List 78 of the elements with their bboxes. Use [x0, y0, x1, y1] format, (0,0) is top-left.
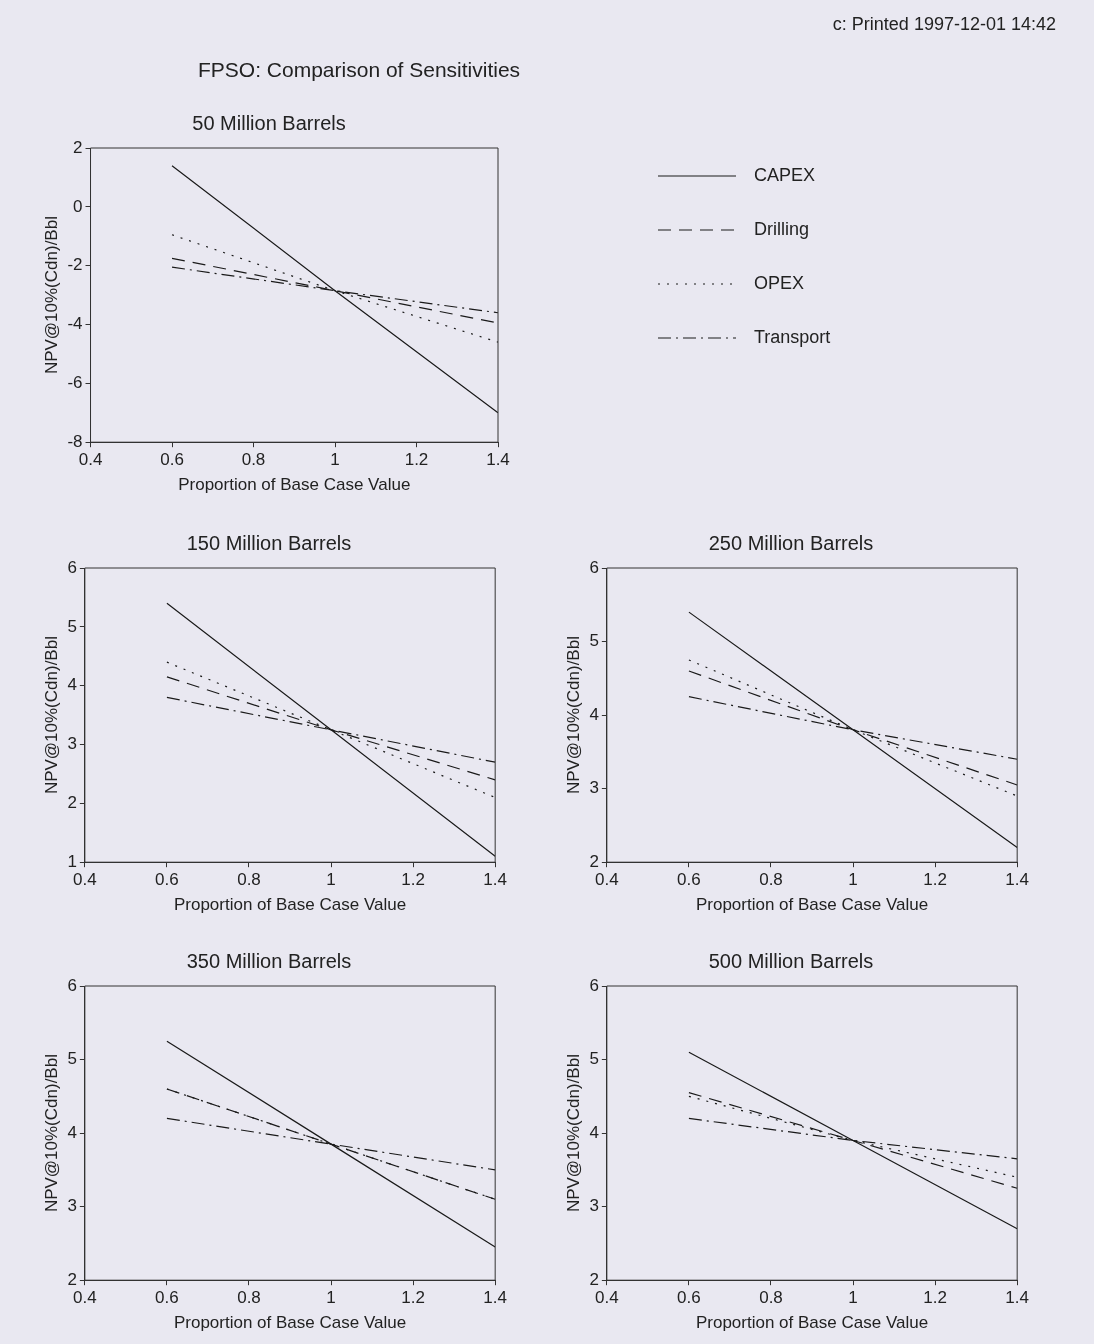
y-tick-label: 6	[67, 975, 77, 995]
y-tick-label: -6	[67, 373, 83, 393]
legend-label: OPEX	[754, 272, 805, 293]
y-tick-label: 3	[67, 734, 77, 754]
x-axis-title: Proportion of Base Case Value	[173, 895, 407, 915]
y-tick-label: 4	[67, 1122, 77, 1142]
y-axis-title: NPV@10%(Cdn)/Bbl	[41, 1054, 61, 1213]
y-tick-label: 6	[589, 557, 599, 577]
x-tick-label: 1.2	[923, 1288, 947, 1308]
y-tick-label: 1	[67, 851, 77, 871]
x-tick-label: 1.4	[486, 450, 510, 470]
y-tick-label: 0	[73, 196, 83, 216]
x-tick-label: 1	[330, 450, 340, 470]
x-tick-label: 0.8	[759, 1288, 783, 1308]
y-axis-title: NPV@10%(Cdn)/Bbl	[563, 636, 583, 795]
y-tick-label: 4	[589, 1122, 599, 1142]
x-tick-label: 0.4	[78, 450, 103, 470]
x-tick-label: 1	[326, 870, 336, 890]
x-axis-title: Proportion of Base Case Value	[695, 895, 929, 915]
text: FPSO: Comparison of Sensitivities	[198, 58, 521, 82]
y-tick-label: 6	[589, 975, 599, 995]
y-tick-label: 5	[67, 1049, 77, 1069]
x-axis-title: Proportion of Base Case Value	[173, 1313, 407, 1333]
y-tick-label: -4	[67, 314, 83, 334]
x-tick-label: 0.8	[237, 870, 261, 890]
x-tick-label: 0.4	[595, 1288, 619, 1308]
x-tick-label: 0.6	[155, 870, 179, 890]
x-tick-label: 1.4	[483, 1288, 507, 1308]
y-tick-label: 5	[589, 631, 599, 651]
text: c: Printed 1997-12-01 14:42	[832, 14, 1056, 35]
y-tick-label: -2	[67, 255, 83, 275]
legend-label: CAPEX	[754, 164, 816, 185]
legend-label: Drilling	[754, 218, 810, 239]
x-tick-label: 1.2	[923, 870, 947, 890]
y-tick-label: 3	[589, 778, 599, 798]
chart-title: 50 Million Barrels	[192, 111, 346, 134]
x-tick-label: 1.4	[1005, 870, 1029, 890]
x-tick-label: 0.8	[759, 870, 783, 890]
y-axis-title: NPV@10%(Cdn)/Bbl	[41, 216, 61, 375]
x-tick-label: 1	[326, 1288, 336, 1308]
x-tick-label: 0.8	[237, 1288, 261, 1308]
x-tick-label: 1	[848, 1288, 858, 1308]
legend-label: Transport	[754, 326, 831, 347]
x-tick-label: 1.4	[483, 870, 507, 890]
y-tick-label: 3	[589, 1196, 599, 1216]
x-tick-label: 1.2	[401, 870, 425, 890]
y-tick-label: 4	[589, 704, 599, 724]
y-tick-label: 2	[67, 793, 77, 813]
y-tick-label: 2	[67, 1269, 77, 1289]
x-tick-label: 1	[848, 870, 858, 890]
y-tick-label: 5	[589, 1049, 599, 1069]
x-tick-label: 0.6	[160, 450, 184, 470]
x-tick-label: 0.4	[595, 870, 619, 890]
x-tick-label: 1.4	[1005, 1288, 1029, 1308]
y-axis-title: NPV@10%(Cdn)/Bbl	[41, 636, 61, 795]
y-tick-label: -8	[67, 431, 83, 451]
y-tick-label: 2	[589, 1269, 599, 1289]
x-tick-label: 0.8	[241, 450, 266, 470]
chart-title: 150 Million Barrels	[186, 531, 352, 554]
x-tick-label: 0.6	[677, 870, 701, 890]
y-tick-label: 4	[67, 675, 77, 695]
y-tick-label: 6	[67, 557, 77, 577]
y-tick-label: 3	[67, 1196, 77, 1216]
x-tick-label: 1.2	[404, 450, 429, 470]
chart-title: 250 Million Barrels	[708, 531, 874, 554]
y-tick-label: 5	[67, 616, 77, 636]
chart-title: 500 Million Barrels	[708, 949, 874, 972]
chart-title: 350 Million Barrels	[186, 949, 352, 972]
x-tick-label: 0.4	[73, 1288, 97, 1308]
x-axis-title: Proportion of Base Case Value	[178, 475, 411, 495]
x-tick-label: 0.4	[73, 870, 97, 890]
x-tick-label: 0.6	[155, 1288, 179, 1308]
x-tick-label: 1.2	[401, 1288, 425, 1308]
y-tick-label: 2	[73, 137, 83, 157]
x-axis-title: Proportion of Base Case Value	[695, 1313, 929, 1333]
y-tick-label: 2	[589, 851, 599, 871]
x-tick-label: 0.6	[677, 1288, 701, 1308]
y-axis-title: NPV@10%(Cdn)/Bbl	[563, 1054, 583, 1213]
